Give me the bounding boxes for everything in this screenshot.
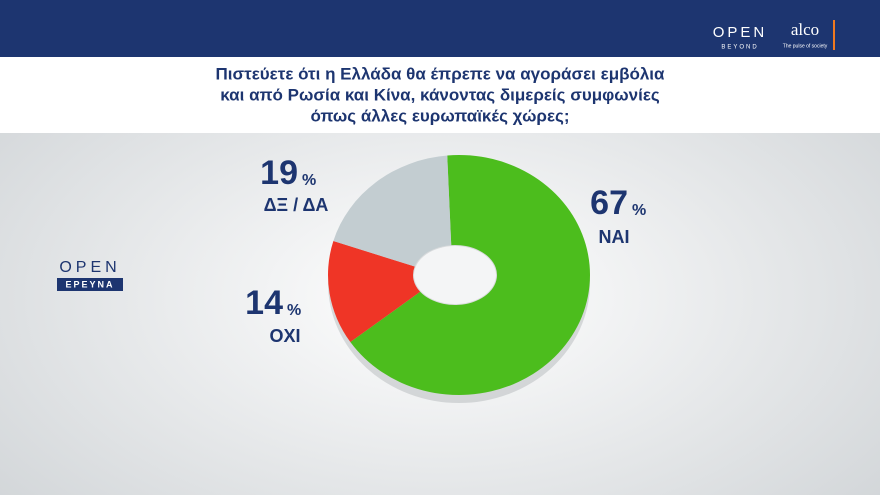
- value-label: 14: [245, 284, 283, 322]
- donut-slice: [333, 155, 452, 267]
- value-unit: %: [302, 172, 316, 189]
- partner-logo-sub: The pulse of society: [783, 43, 828, 49]
- header-logo: OPEN: [713, 24, 768, 41]
- value-unit: %: [632, 202, 646, 219]
- category-label: ΝΑΙ: [599, 227, 630, 247]
- partner-logo: alco: [791, 20, 819, 39]
- donut-slice: [350, 155, 590, 395]
- value-unit: %: [287, 302, 301, 319]
- value-label: 67: [590, 184, 628, 222]
- side-logo-box: [57, 278, 123, 291]
- value-label: 19: [260, 154, 298, 192]
- donut-hole: [414, 246, 496, 304]
- title-line: όπως άλλες ευρωπαϊκές χώρες;: [310, 106, 569, 125]
- header-bar: [0, 0, 880, 57]
- title-line: και από Ρωσία και Κίνα, κάνοντας διμερεί…: [220, 85, 660, 104]
- title-band: [0, 57, 880, 133]
- donut-slice: [327, 241, 421, 343]
- side-logo: OPEN: [59, 259, 120, 276]
- header-logo-sub: BEYOND: [721, 45, 758, 51]
- side-logo-sub: ΕΡΕΥΝΑ: [65, 279, 114, 289]
- category-label: ΟΧΙ: [269, 326, 300, 346]
- title-line: Πιστεύετε ότι η Ελλάδα θα έπρεπε να αγορ…: [216, 64, 666, 83]
- category-label: ΔΞ / ΔΑ: [264, 195, 329, 215]
